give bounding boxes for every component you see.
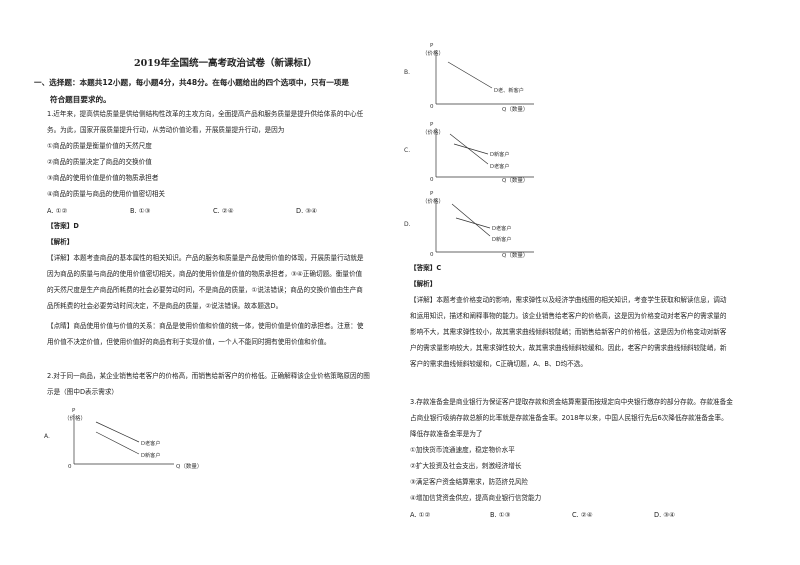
q3-item-2: ②扩大投资及社会支出，刺激经济增长 <box>410 462 522 470</box>
graph-a-origin: 0 <box>68 464 72 470</box>
q3-item-4: ④增加信贷资金供应，提高商业银行信贷能力 <box>410 494 542 502</box>
graph-d-curve-flat <box>455 217 491 229</box>
graph-b-origin: 0 <box>430 104 434 110</box>
q1-option-b: B. ①③ <box>130 207 151 215</box>
graph-c-curve-steep <box>449 133 489 165</box>
graph-d-curve-label-2: D新客户 <box>492 235 512 243</box>
graph-a-curve-label-new: D新客户 <box>141 451 161 459</box>
graph-a-p-label: P <box>72 408 76 414</box>
q1-item-4: ④商品的质量与商品的使用价值密切相关 <box>47 190 166 198</box>
q2-analysis-label: 【解析】 <box>410 280 437 288</box>
graph-b-letter: B. <box>404 69 410 76</box>
graph-d-q-label: Q（数量） <box>502 251 528 259</box>
q2-detail-line2: 和运用知识，描述和阐释事物的能力。该企业销售给老客户的价格高，这是因为价格变动对… <box>410 312 727 320</box>
graph-a-curve-label-old: D老客户 <box>141 439 161 447</box>
graph-b-price-label: （价格） <box>422 49 444 57</box>
page-title: 2019年全国统一高考政治试卷（新课标Ⅰ） <box>134 58 317 69</box>
q3-option-d: D. ③④ <box>654 511 676 519</box>
graph-c-p-label: P <box>430 122 434 128</box>
q2-stem-line2: 示是（图中D表示需求） <box>47 388 119 396</box>
graph-c-origin: 0 <box>430 177 434 183</box>
graph-d-curve-steep <box>451 203 491 237</box>
graph-b-curve <box>447 61 493 89</box>
graph-d-curve-label-1: D老客户 <box>492 224 512 232</box>
q2-stem-line1: 2.对于同一商品，某企业销售给老客户的价格高，而销售给新客户的价格低。正确解释该… <box>47 372 370 380</box>
graph-d: D. P （价格） 0 Q（数量） D老客户 D新客户 <box>404 191 534 259</box>
q1-detail-line4: 品所耗费的社会必要劳动时间决定，不是商品的质量，②说法错误。故本题选D。 <box>47 302 283 310</box>
graph-d-price-label: （价格） <box>422 197 444 205</box>
graph-b-q-label: Q（数量） <box>502 105 528 113</box>
graph-b-curve-label: D老、新客户 <box>494 86 524 94</box>
q1-option-c: C. ②④ <box>213 207 234 215</box>
q1-item-2: ②商品的质量决定了商品的交换价值 <box>47 158 152 166</box>
q2-detail-line5: 客户的需求曲线倾斜较缓和，C正确切题，A、B、D均不选。 <box>410 360 587 368</box>
graph-a-price-label: （价格） <box>64 414 86 422</box>
q2-detail-line1: 【详解】本题考查价格变动的影响，需求弹性以及经济学曲线图的相关知识，考查学生获取… <box>410 296 727 304</box>
q1-tip-line2: 用价值不决定价值，但使用价值好的商品有利于实现价值，一个人不能同时拥有使用价值和… <box>47 338 331 346</box>
q1-detail-line3: 的天然尺度是生产商品所耗费的社会必要劳动时间，不是商品的质量，①说法错误；商品的… <box>47 286 363 294</box>
q3-item-1: ①加快货币流通速度，稳定物价水平 <box>410 446 515 454</box>
graph-a: A. P （价格） 0 Q（数量） D老客户 D新客户 <box>44 408 202 470</box>
q1-analysis-label: 【解析】 <box>47 238 74 246</box>
q2-detail-line3: 影响不大，其需求弹性较小，故其需求曲线倾斜较陡峭；而销售给新客户的价格低，这是因… <box>410 328 727 336</box>
graph-c: C. P （价格） 0 Q（数量） D新客户 D老客户 <box>404 122 534 184</box>
q2-detail-line4: 户的需求量影响较大，其需求弹性较大，故其需求曲线倾斜较缓和。因此，老客户的需求曲… <box>410 344 727 352</box>
q1-stem-line1: 1.近年来，提高供给质量是供给侧结构性改革的主攻方向，全面提高产品和服务质量是提… <box>47 110 364 118</box>
q3-stem-line2: 占商业银行吸纳存款总额的比率就是存款准备金率。2018年以来，中国人民银行先后6… <box>410 414 728 422</box>
q1-tip-line1: 【点睛】商品使用价值与价值的关系：商品是使用价值和价值的统一体，使用价值是价值的… <box>47 322 364 330</box>
graph-c-curve-label-2: D老客户 <box>490 162 510 170</box>
section-heading-line1: 一、选择题：本题共12小题，每小题4分，共48分。在每小题给出的四个选项中，只有… <box>34 78 349 87</box>
q3-stem-line1: 3.存款准备金是商业银行为保证客户提取存款和资金结算需要而按规定向中央银行缴存的… <box>410 398 733 406</box>
q3-item-3: ③满足客户资金结算需求，防范挤兑风险 <box>410 478 529 486</box>
graph-d-p-label: P <box>430 191 434 197</box>
graph-c-letter: C. <box>404 147 410 154</box>
q1-stem-line2: 务。为此，国家开展质量提升行动，从劳动价值论看，开展质量提升行动，是因为 <box>47 126 285 134</box>
graph-a-curve-old <box>95 421 140 443</box>
graph-c-curve-label-1: D新客户 <box>490 150 510 158</box>
graph-a-curve-new <box>95 431 140 455</box>
q1-item-3: ③商品的使用价值是价值的物质承担者 <box>47 174 159 182</box>
q3-option-b: B. ①③ <box>490 511 511 519</box>
q1-detail-line2: 因为商品的质量与商品的使用价值密切相关，商品的使用价值是价值的物质承担者，③④正… <box>47 270 363 278</box>
q1-option-d: D. ③④ <box>296 207 318 215</box>
graph-c-curve-flat <box>453 143 489 155</box>
graph-a-q-label: Q（数量） <box>176 462 202 470</box>
q2-answer: 【答案】C <box>410 264 442 272</box>
q1-option-a: A. ①② <box>47 207 68 215</box>
q1-detail-line1: 【详解】本题考查商品的基本属性的相关知识。产品的服务和质量是产品使用价值的体现，… <box>47 254 364 262</box>
graph-b-p-label: P <box>430 43 434 49</box>
graph-c-price-label: （价格） <box>422 128 444 136</box>
graph-a-letter: A. <box>44 433 50 440</box>
q1-item-1: ①商品的质量是衡量价值的天然尺度 <box>47 142 152 150</box>
graph-d-origin: 0 <box>430 252 434 258</box>
graph-c-q-label: Q（数量） <box>502 176 528 184</box>
q3-option-c: C. ②④ <box>572 511 593 519</box>
q3-stem-line3: 降低存款准备金率是为了 <box>410 430 483 438</box>
section-heading-line2: 符合题目要求的。 <box>50 95 111 104</box>
graph-b: B. P （价格） 0 Q（数量） D老、新客户 <box>404 43 534 113</box>
graph-d-letter: D. <box>404 221 411 228</box>
q1-answer: 【答案】D <box>47 222 79 230</box>
q3-option-a: A. ①② <box>410 511 431 519</box>
